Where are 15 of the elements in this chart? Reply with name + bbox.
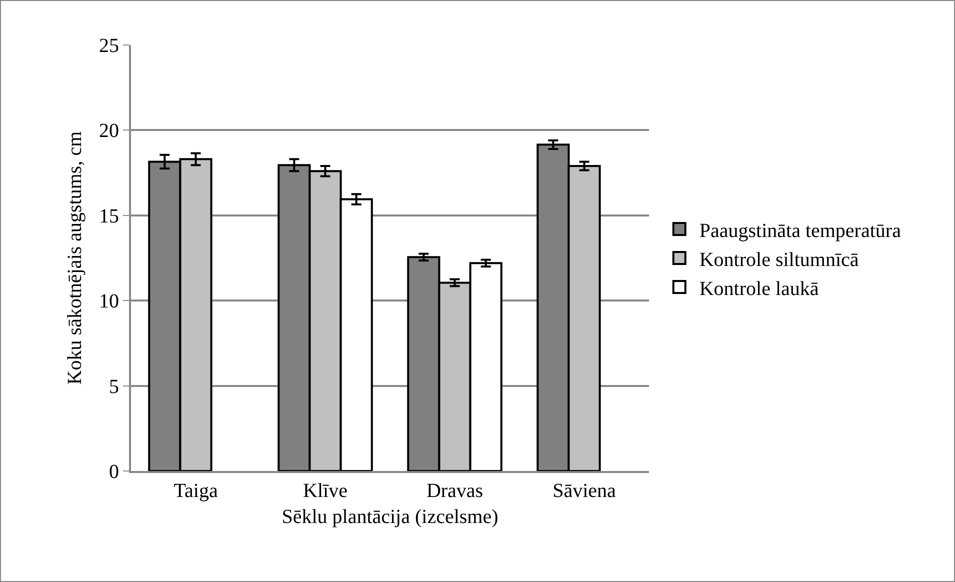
x-tick-label: Klīve — [303, 480, 348, 502]
y-tick-label: 25 — [99, 35, 119, 57]
y-tick-label: 20 — [99, 120, 119, 142]
x-tick-label: Dravas — [426, 480, 484, 502]
legend-label: Kontrole laukā — [699, 278, 819, 300]
y-tick-label: 5 — [109, 376, 119, 398]
legend-label: Kontrole siltumnīcā — [699, 248, 859, 271]
y-tick-label: 0 — [109, 461, 119, 483]
x-tick-label: Sāviena — [552, 480, 616, 502]
y-tick-label: 10 — [99, 290, 119, 313]
y-tick-label: 15 — [99, 205, 119, 228]
legend-label: Paaugstināta temperatūra — [699, 220, 902, 242]
y-axis-title: Koku sākotnējais augstums, cm — [64, 130, 86, 385]
x-axis-title: Sēklu plantācija (izcelsme) — [282, 506, 498, 528]
x-tick-label: Taiga — [174, 480, 218, 502]
